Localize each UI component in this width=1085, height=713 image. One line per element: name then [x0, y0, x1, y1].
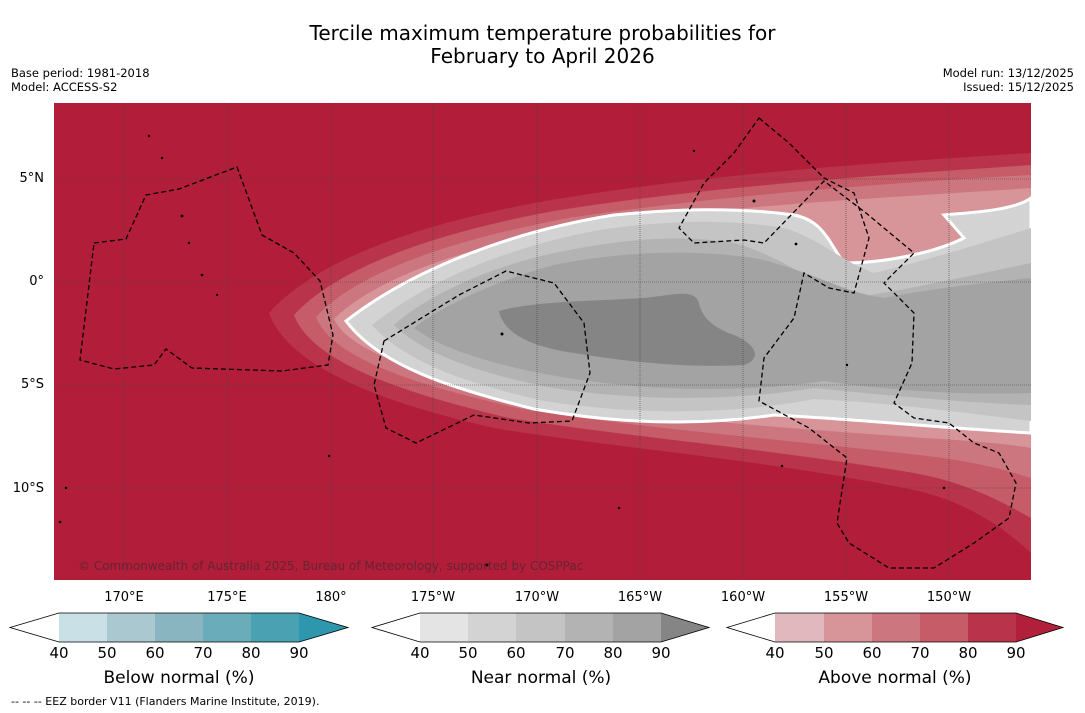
near-tick-60: 60	[506, 644, 526, 662]
below-tick-60: 60	[145, 644, 165, 662]
model-run: Model run: 13/12/2025	[942, 66, 1074, 80]
eez-footnote: -- -- -- EEZ border V11 (Flanders Marine…	[11, 695, 320, 708]
colorbar-near-seg-1	[420, 613, 468, 642]
colorbar-near-title: Near normal (%)	[470, 668, 612, 688]
lat-label-10s: 10°S	[12, 481, 44, 496]
eez-borders	[79, 117, 1017, 569]
above-tick-40: 40	[765, 644, 785, 662]
below-tick-80: 80	[241, 644, 261, 662]
colorbar-below-title: Below normal (%)	[103, 668, 255, 688]
above-tick-70: 70	[910, 644, 930, 662]
near-tick-90: 90	[651, 644, 671, 662]
near-tick-80: 80	[603, 644, 623, 662]
colorbar-near-seg-5	[613, 613, 661, 642]
base-period: Base period: 1981-2018	[11, 66, 150, 80]
lat-label-5n: 5°N	[19, 171, 45, 186]
issued-date: Issued: 15/12/2025	[963, 80, 1074, 94]
lon-label-175e: 175°E	[207, 590, 247, 605]
title-line-1: Tercile maximum temperature probabilitie…	[309, 21, 776, 45]
colorbar-near-seg-6	[661, 613, 709, 642]
colorbar-near-seg-3	[516, 613, 565, 642]
colorbar-below-seg-3	[155, 613, 203, 642]
lon-label-170e: 170°E	[104, 590, 144, 605]
colorbar-above-title: Above normal (%)	[818, 668, 972, 688]
colorbar-near-seg-0	[372, 613, 420, 642]
colorbar-below-seg-5	[251, 613, 299, 642]
near-tick-70: 70	[555, 644, 575, 662]
above-tick-80: 80	[958, 644, 978, 662]
above-tick-50: 50	[814, 644, 834, 662]
graticule	[54, 103, 1031, 580]
lon-label-165w: 165°W	[617, 590, 663, 605]
colorbar-above-seg-3	[872, 613, 920, 642]
below-tick-90: 90	[289, 644, 309, 662]
colorbar-above-svg	[725, 612, 1065, 643]
lon-label-170w: 170°W	[514, 590, 560, 605]
colorbar-above-seg-2	[824, 613, 872, 642]
above-tick-90: 90	[1006, 644, 1026, 662]
above-tick-60: 60	[862, 644, 882, 662]
colorbar-below	[8, 612, 350, 643]
islands	[58, 134, 946, 567]
colorbar-below-seg-4	[203, 613, 251, 642]
colorbar-below-seg-0	[10, 613, 59, 642]
lon-label-160w: 160°W	[720, 590, 766, 605]
colorbar-near	[370, 612, 711, 643]
meta-right: Model run: 13/12/2025 Issued: 15/12/2025	[943, 66, 1074, 94]
lon-label-175w: 175°W	[410, 590, 456, 605]
colorbar-above-seg-6	[1016, 613, 1063, 642]
colorbar-near-svg	[370, 612, 711, 643]
colorbar-above-seg-0	[727, 613, 775, 642]
below-tick-40: 40	[49, 644, 69, 662]
title-line-2: February to April 2026	[430, 44, 655, 68]
colorbar-above-seg-4	[920, 613, 968, 642]
copyright-notice: © Commonwealth of Australia 2025, Bureau…	[78, 559, 584, 573]
near-tick-40: 40	[410, 644, 430, 662]
colorbar-below-seg-1	[59, 613, 107, 642]
lon-label-180: 180°	[315, 590, 347, 605]
probability-map	[54, 103, 1031, 580]
region-near-80	[499, 293, 755, 366]
region-near-70	[414, 252, 1031, 394]
near-tick-50: 50	[458, 644, 478, 662]
colorbar-above-seg-5	[968, 613, 1016, 642]
lat-label-0: 0°	[29, 274, 44, 289]
colorbar-below-seg-6	[299, 613, 348, 642]
below-tick-70: 70	[193, 644, 213, 662]
colorbar-near-seg-4	[565, 613, 613, 642]
lat-label-5s: 5°S	[20, 377, 44, 392]
colorbar-above	[725, 612, 1065, 643]
colorbar-above-seg-1	[775, 613, 824, 642]
map-svg	[54, 103, 1031, 580]
colorbar-below-seg-2	[107, 613, 155, 642]
below-tick-50: 50	[97, 644, 117, 662]
colorbar-near-seg-2	[468, 613, 516, 642]
colorbar-below-svg	[8, 612, 350, 643]
meta-left: Base period: 1981-2018 Model: ACCESS-S2	[11, 66, 150, 94]
lon-label-150w: 150°W	[926, 590, 972, 605]
map-title: Tercile maximum temperature probabilitie…	[0, 22, 1085, 68]
lon-label-155w: 155°W	[823, 590, 869, 605]
model-name: Model: ACCESS-S2	[11, 80, 118, 94]
